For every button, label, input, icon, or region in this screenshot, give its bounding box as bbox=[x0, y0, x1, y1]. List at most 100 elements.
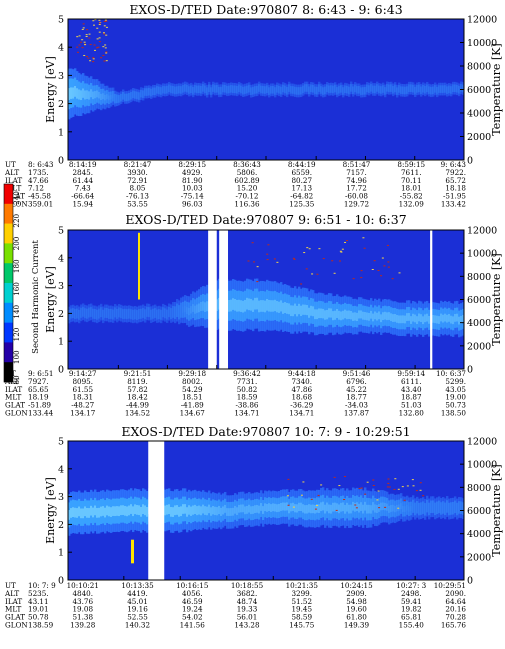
colorbar-tick-label: 140 bbox=[12, 304, 21, 318]
band-column bbox=[444, 498, 447, 520]
band-column bbox=[112, 306, 115, 323]
band-column bbox=[186, 84, 189, 93]
band-column bbox=[374, 305, 377, 326]
speckle bbox=[96, 47, 99, 49]
band-column bbox=[186, 507, 189, 517]
band-column bbox=[130, 504, 133, 514]
band-column bbox=[368, 504, 371, 514]
speckle bbox=[256, 281, 259, 283]
y2-tick-label: 8000 bbox=[467, 483, 491, 494]
band-column bbox=[460, 81, 463, 95]
band-column bbox=[286, 502, 289, 511]
speckle bbox=[286, 495, 289, 497]
speckle bbox=[93, 44, 96, 46]
band-column bbox=[432, 86, 435, 95]
band-column bbox=[72, 87, 75, 99]
table-cell: 138.59 bbox=[28, 621, 54, 630]
speckle bbox=[96, 38, 99, 40]
y2-tick-label: 6000 bbox=[467, 506, 491, 517]
y-tick-label: 2 bbox=[58, 520, 64, 531]
band-column bbox=[352, 312, 355, 321]
band-column bbox=[280, 86, 283, 95]
table-cell: 145.75 bbox=[289, 621, 315, 630]
band-column bbox=[418, 82, 421, 95]
y-tick-label: 3 bbox=[58, 281, 64, 292]
speckle bbox=[310, 498, 313, 500]
speckle bbox=[397, 507, 400, 509]
band-column bbox=[334, 495, 337, 519]
table-cell: -38.86 bbox=[235, 401, 258, 410]
band-column bbox=[86, 308, 89, 319]
row-label-mlt: MLT bbox=[5, 605, 22, 614]
table-cell: 10:24:15 bbox=[340, 581, 373, 590]
table-cell: 52.55 bbox=[127, 613, 148, 622]
band-column bbox=[450, 502, 453, 515]
band-column bbox=[150, 309, 153, 320]
band-column bbox=[200, 301, 203, 312]
band-column bbox=[392, 314, 395, 322]
band-column bbox=[342, 84, 345, 98]
band-column bbox=[404, 315, 407, 324]
band-column bbox=[282, 502, 285, 511]
band-column bbox=[392, 308, 395, 329]
table-cell: 57.82 bbox=[127, 385, 148, 394]
band-column bbox=[148, 85, 151, 99]
band-column bbox=[380, 502, 383, 511]
band-column bbox=[214, 500, 217, 522]
band-column bbox=[176, 299, 179, 322]
speckle bbox=[343, 499, 346, 501]
speckle bbox=[372, 484, 375, 486]
band-column bbox=[440, 82, 443, 96]
band-column bbox=[92, 91, 95, 100]
band-column bbox=[198, 505, 201, 515]
band-column bbox=[322, 308, 325, 319]
band-column bbox=[240, 498, 243, 519]
speckle bbox=[397, 488, 400, 490]
band-column bbox=[358, 310, 361, 319]
band-column bbox=[444, 307, 447, 328]
table-cell: 61.55 bbox=[72, 385, 93, 394]
table-cell: 10:18:55 bbox=[231, 581, 264, 590]
band-column bbox=[384, 497, 387, 517]
band-column bbox=[438, 82, 441, 96]
y-tick-label: 3 bbox=[58, 71, 64, 82]
band-column bbox=[302, 83, 305, 96]
table-cell: 155.40 bbox=[399, 621, 425, 630]
band-column bbox=[234, 85, 237, 94]
row-label-glon: GLON bbox=[5, 409, 28, 418]
band-column bbox=[186, 295, 189, 326]
table-cell: 8:21:47 bbox=[124, 160, 152, 169]
band-column bbox=[318, 81, 321, 95]
band-column bbox=[190, 300, 193, 320]
band-column bbox=[94, 505, 97, 516]
row-label-glon: GLON bbox=[5, 621, 28, 630]
band-column bbox=[312, 306, 315, 317]
band-column bbox=[352, 86, 355, 95]
band-column bbox=[344, 82, 347, 96]
table-cell: 129.72 bbox=[344, 200, 369, 209]
band-column bbox=[398, 315, 401, 324]
table-cell: -66.64 bbox=[71, 192, 94, 201]
band-column bbox=[306, 81, 309, 95]
band-column bbox=[74, 507, 77, 518]
band-column bbox=[174, 505, 177, 516]
band-column bbox=[424, 503, 427, 516]
band-column bbox=[300, 502, 303, 512]
band-column bbox=[228, 85, 231, 94]
band-column bbox=[154, 87, 157, 96]
band-column bbox=[444, 82, 447, 96]
band-column bbox=[288, 498, 291, 520]
band-column bbox=[338, 85, 341, 94]
table-cell: 45.01 bbox=[127, 597, 148, 606]
table-cell: 133.42 bbox=[441, 200, 466, 209]
table-cell: 51.38 bbox=[72, 613, 93, 622]
band-column bbox=[324, 310, 327, 320]
speckle bbox=[276, 261, 279, 263]
band-column bbox=[170, 506, 173, 517]
band-column bbox=[156, 309, 159, 320]
band-column bbox=[462, 498, 465, 520]
band-column bbox=[406, 500, 409, 515]
band-column bbox=[238, 504, 241, 513]
band-column bbox=[338, 504, 341, 514]
band-column bbox=[132, 306, 135, 324]
